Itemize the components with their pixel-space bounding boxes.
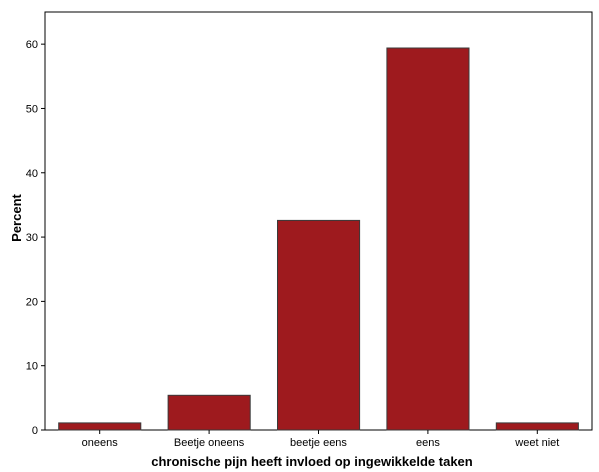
bar-weet-niet bbox=[495, 422, 579, 431]
x-tick-label: beetje eens bbox=[290, 437, 347, 449]
y-tick-label: 0 bbox=[32, 425, 38, 437]
y-axis-title: Percent bbox=[9, 193, 24, 241]
bar-beetje-oneens bbox=[167, 394, 251, 431]
bar-eens bbox=[386, 47, 470, 431]
x-tick-label: Beetje oneens bbox=[174, 437, 245, 449]
y-tick-label: 60 bbox=[26, 39, 38, 51]
y-tick-label: 20 bbox=[26, 296, 38, 308]
y-tick-label: 50 bbox=[26, 103, 38, 115]
bar-group bbox=[58, 47, 579, 431]
x-tick-label: eens bbox=[416, 437, 440, 449]
bar-oneens bbox=[58, 422, 142, 431]
y-axis: 0 10 20 30 40 50 60 bbox=[26, 39, 45, 437]
y-tick-label: 30 bbox=[26, 232, 38, 244]
y-tick-label: 10 bbox=[26, 361, 38, 373]
x-tick-label: oneens bbox=[82, 437, 119, 449]
bar-beetje-eens bbox=[277, 219, 361, 431]
y-tick-label: 40 bbox=[26, 168, 38, 180]
x-tick-label: weet niet bbox=[514, 437, 559, 449]
x-axis: oneens Beetje oneens beetje eens eens weet n… bbox=[82, 430, 559, 449]
x-axis-title: chronische pijn heeft invloed op ingewik… bbox=[151, 454, 473, 469]
